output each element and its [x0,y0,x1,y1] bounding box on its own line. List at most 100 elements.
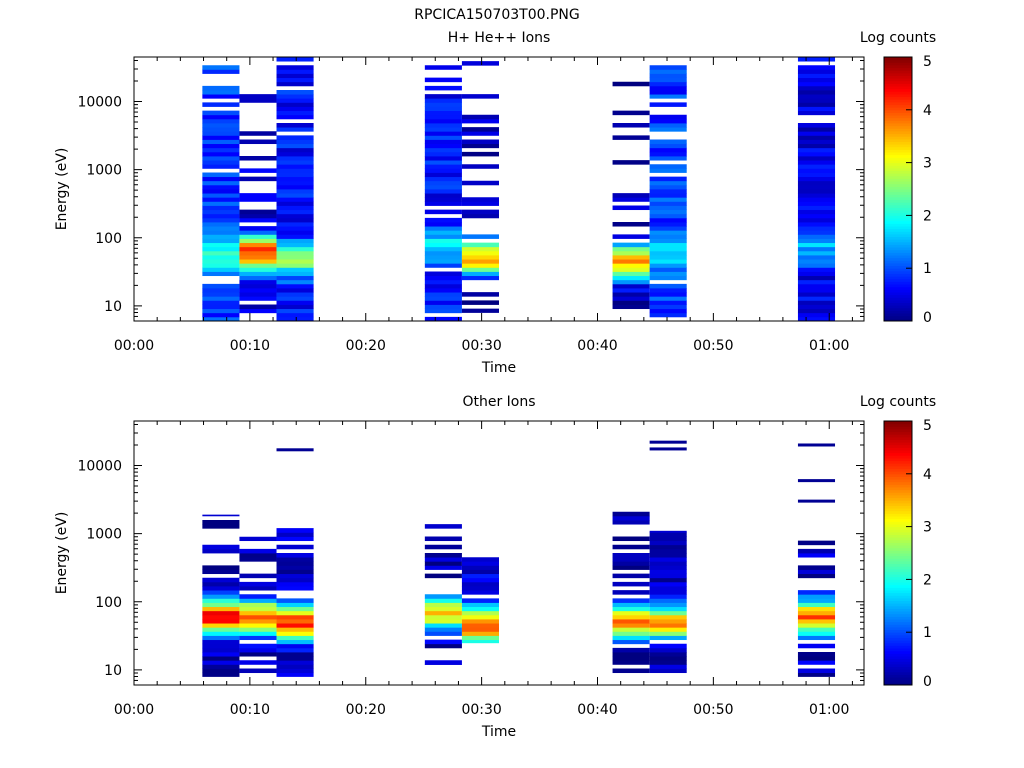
spectrogram-cell [424,308,462,314]
spectrogram-cell [649,590,687,595]
spectrogram-cell [461,151,499,157]
colorbar-swatch [884,88,912,92]
colorbar-swatch [884,518,912,522]
colorbar-swatch [884,534,912,538]
x-tick-label: 00:10 [230,338,270,354]
spectrogram-cell [424,209,462,215]
spectrogram-cell [797,300,836,305]
colorbar-swatch [884,157,912,161]
spectrogram-cell [276,623,314,628]
spectrogram-cell [797,263,836,268]
spectrogram-cell [797,623,836,628]
spectrogram-cell [649,176,687,182]
spectrogram-cell [797,255,836,260]
spectrogram-cell [797,234,836,239]
spectrogram-line [649,440,687,444]
spectrogram-cell [276,586,314,591]
spectrogram-cell [461,300,499,305]
spectrogram-cell [202,118,240,124]
spectrogram-cell [612,255,650,260]
y-tick-label: 1000 [86,527,122,543]
colorbar-swatch [884,297,912,301]
spectrogram-cell [239,197,277,202]
colorbar-swatch [884,307,912,311]
spectrogram-cell [424,553,462,558]
spectrogram-cell [461,213,499,219]
spectrogram-line [797,479,836,483]
spectrogram-cell [276,189,314,194]
colorbar-swatch [884,505,912,509]
spectrogram-cell [797,94,836,99]
spectrogram-cell [797,222,836,227]
spectrogram-cell [276,180,314,186]
spectrogram-cell [649,267,687,272]
spectrogram-cell [797,606,836,612]
spectrogram-cell [202,635,240,641]
spectrogram-cell [202,656,240,661]
spectrogram-cell [649,193,687,198]
colorbar-swatch [884,236,912,240]
spectrogram-cell [276,168,314,173]
spectrogram-cell [797,217,836,223]
spectrogram-cell [202,242,240,248]
colorbar-tick-label: 0 [923,674,932,690]
spectrogram-cell [649,577,687,583]
spectrogram-cell [202,524,240,529]
colorbar-tick-label: 1 [923,625,932,641]
colorbar-swatch [884,421,912,425]
spectrogram-cell [649,553,687,558]
panel-title: H+ He++ Ions [448,30,551,46]
spectrogram-cell [239,581,277,587]
colorbar-swatch [884,550,912,554]
spectrogram-cell [276,263,314,268]
spectrogram-cell [424,189,462,194]
spectrogram-cell [202,602,240,608]
spectrogram-cell [276,57,314,62]
spectrogram-cell [797,614,836,620]
spectrogram-cell [797,304,836,310]
colorbar-swatch [884,162,912,166]
spectrogram-cell [797,652,836,657]
spectrogram-cell [202,246,240,252]
colorbar-swatch [884,152,912,156]
spectrogram-cell [424,164,462,169]
spectrogram-cell [276,255,314,260]
spectrogram-cell [461,619,499,624]
colorbar-swatch [884,626,912,631]
spectrogram-cell [424,288,462,293]
spectrogram-cell [424,246,462,252]
spectrogram-cell [202,139,240,145]
spectrogram-cell [612,606,650,612]
spectrogram-cell [424,131,462,136]
spectrogram-cell [461,209,499,215]
colorbar-label: Log counts [860,394,936,410]
spectrogram-cell [424,524,462,529]
spectrogram-cell [276,532,314,537]
colorbar-label: Log counts [860,30,936,46]
colorbar-swatch [884,233,912,238]
spectrogram-cell [649,238,687,244]
colorbar-swatch [884,481,912,485]
spectrogram-cell [202,176,240,182]
colorbar-swatch [884,228,912,232]
spectrogram-cell [461,590,499,595]
spectrogram-line [797,499,836,503]
spectrogram-cell [461,292,499,297]
spectrogram-cell [612,660,650,665]
spectrogram-cell [797,135,836,140]
colorbar-swatch [884,181,912,185]
spectrogram-cell [424,242,462,248]
spectrogram-cell [239,606,277,612]
spectrogram-cell [276,156,314,161]
colorbar-swatch [884,86,912,90]
spectrogram-cell [276,77,314,83]
spectrogram-cell [239,668,277,674]
colorbar-swatch [884,579,912,583]
colorbar-swatch [884,484,912,488]
spectrogram-cell [649,610,687,616]
spectrogram-cell [797,598,836,603]
spectrogram-cell [276,172,314,178]
spectrogram-cell [239,602,277,608]
spectrogram-cell [239,614,277,620]
colorbar-swatch [884,592,912,596]
